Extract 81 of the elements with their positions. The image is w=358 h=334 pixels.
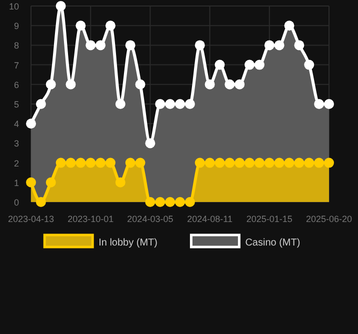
y-tick-label: 1 xyxy=(14,178,19,188)
point xyxy=(284,20,294,31)
point xyxy=(204,79,215,90)
point xyxy=(96,158,106,168)
y-tick-label: 10 xyxy=(8,2,19,12)
point xyxy=(184,99,195,109)
point xyxy=(234,158,245,168)
point xyxy=(135,158,146,168)
point xyxy=(165,197,176,207)
point xyxy=(115,99,126,109)
point xyxy=(125,158,136,168)
point xyxy=(36,99,46,109)
point xyxy=(175,197,185,207)
point xyxy=(254,60,264,70)
x-tick-label: 2025-06-20 xyxy=(306,214,352,224)
x-tick-label: 2025-01-15 xyxy=(246,214,292,224)
point xyxy=(145,197,156,207)
point xyxy=(214,60,225,70)
point xyxy=(165,99,176,109)
legend-label: Casino (MT) xyxy=(245,238,300,248)
y-tick-label: 4 xyxy=(14,119,19,130)
point xyxy=(86,40,96,50)
point xyxy=(184,197,195,207)
point xyxy=(76,158,86,168)
point xyxy=(86,158,96,168)
point xyxy=(294,40,304,50)
x-tick-label: 2024-03-05 xyxy=(127,214,174,224)
point xyxy=(194,158,205,168)
y-tick-label: 3 xyxy=(14,138,19,149)
point xyxy=(264,40,274,50)
point xyxy=(36,197,46,207)
point xyxy=(56,1,66,11)
point xyxy=(204,158,215,168)
y-tick-label: 8 xyxy=(14,40,19,51)
point xyxy=(254,158,264,168)
point xyxy=(66,79,76,90)
point xyxy=(194,40,205,50)
point xyxy=(324,158,334,168)
point xyxy=(304,158,314,168)
x-tick-label: 2024-08-11 xyxy=(187,214,232,224)
point xyxy=(115,177,126,188)
point xyxy=(284,158,294,168)
point xyxy=(46,177,56,188)
y-tick-label: 6 xyxy=(14,80,19,90)
y-tick-label: 2 xyxy=(14,158,19,168)
point xyxy=(105,158,116,168)
point xyxy=(155,197,166,207)
point xyxy=(175,99,185,109)
y-tick-label: 7 xyxy=(14,60,19,70)
point xyxy=(76,20,86,31)
point xyxy=(155,99,166,109)
point xyxy=(314,158,324,168)
x-tick-label: 2023-04-13 xyxy=(8,214,54,224)
point xyxy=(66,158,76,168)
point xyxy=(244,158,255,168)
point xyxy=(274,40,284,50)
y-tick-label: 9 xyxy=(14,21,19,32)
point xyxy=(26,177,36,188)
y-tick-label: 0 xyxy=(14,198,19,208)
x-tick-label: 2023-10-01 xyxy=(68,214,114,224)
point xyxy=(324,99,334,109)
point xyxy=(96,40,106,50)
point xyxy=(274,158,284,168)
point xyxy=(314,99,324,109)
legend-label: In lobby (MT) xyxy=(98,238,158,248)
point xyxy=(224,79,235,90)
point xyxy=(264,158,274,168)
point xyxy=(145,138,156,148)
point xyxy=(56,158,66,168)
y-tick-label: 5 xyxy=(14,100,19,110)
point xyxy=(224,158,235,168)
point xyxy=(244,60,255,70)
point xyxy=(214,158,225,168)
point xyxy=(304,60,314,70)
point xyxy=(26,118,36,129)
point xyxy=(294,158,304,168)
point xyxy=(46,79,56,90)
point xyxy=(234,79,245,90)
point xyxy=(105,20,116,31)
point xyxy=(125,40,136,50)
point xyxy=(135,79,146,90)
